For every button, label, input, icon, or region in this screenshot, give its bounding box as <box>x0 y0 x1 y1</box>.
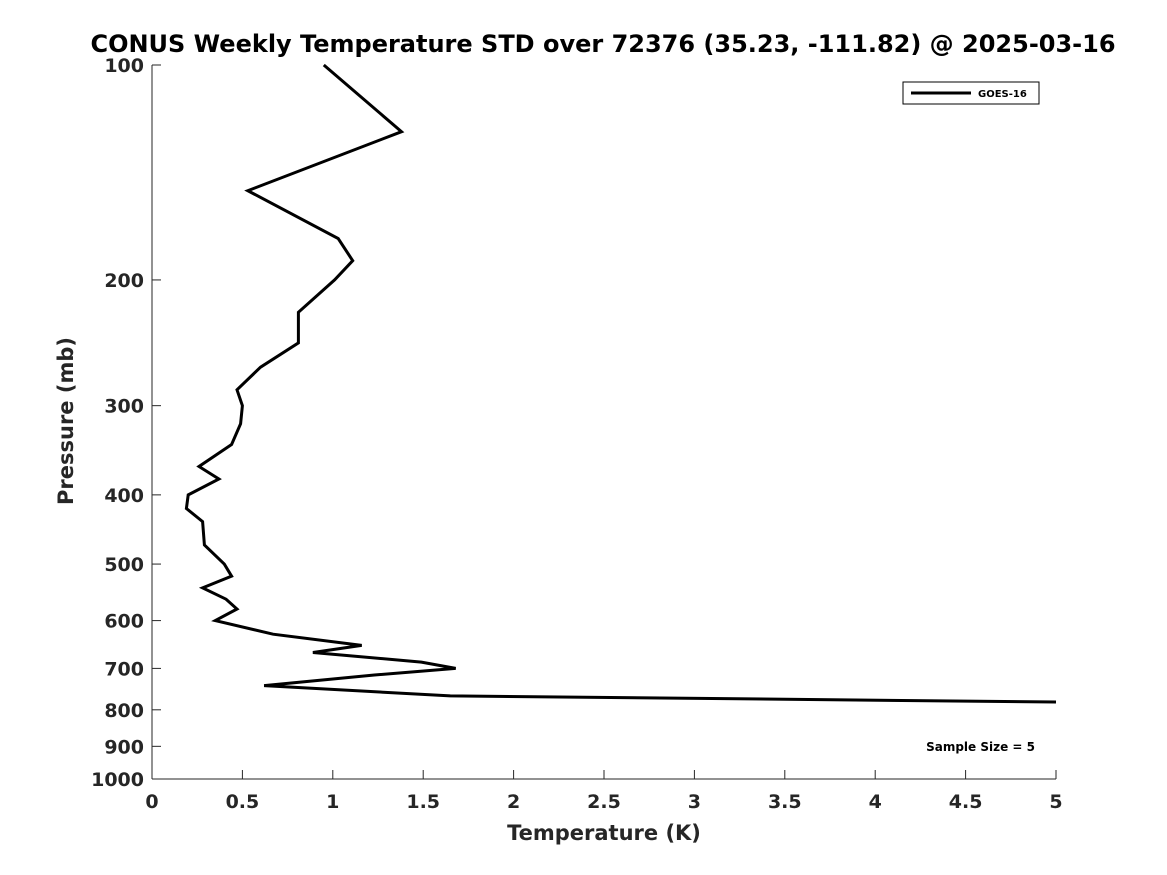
series-line-goes-16 <box>184 63 1057 704</box>
y-tick-label: 400 <box>104 485 144 507</box>
y-tick-label: 100 <box>104 55 144 77</box>
y-axis-ticks: 100 200 300 400 500 600 700 800 900 1000 <box>91 55 161 791</box>
x-tick-label: 2 <box>507 791 520 813</box>
y-tick-label: 500 <box>104 554 144 576</box>
y-tick-label: 900 <box>104 736 144 758</box>
x-axis-label: Temperature (K) <box>507 821 701 845</box>
y-axis-label: Pressure (mb) <box>54 337 78 505</box>
x-tick-label: 3.5 <box>768 791 802 813</box>
chart-title: CONUS Weekly Temperature STD over 72376 … <box>90 30 1115 58</box>
y-tick-label: 600 <box>104 611 144 633</box>
y-tick-label: 1000 <box>91 769 144 791</box>
series-lines <box>184 63 1057 704</box>
x-tick-label: 0.5 <box>226 791 260 813</box>
x-tick-label: 0 <box>145 791 158 813</box>
x-tick-label: 2.5 <box>587 791 621 813</box>
x-tick-label: 3 <box>688 791 701 813</box>
x-axis-ticks: 0 0.5 1 1.5 2 2.5 3 3.5 4 4.5 5 <box>145 770 1063 813</box>
x-tick-label: 4 <box>869 791 882 813</box>
y-tick-label: 800 <box>104 700 144 722</box>
legend-label-goes16: GOES-16 <box>978 89 1027 100</box>
x-tick-label: 5 <box>1049 791 1062 813</box>
y-tick-label: 200 <box>104 270 144 292</box>
y-tick-label: 700 <box>104 658 144 680</box>
x-tick-label: 1.5 <box>406 791 440 813</box>
x-tick-label: 1 <box>326 791 339 813</box>
sample-size-annotation: Sample Size = 5 <box>926 740 1035 754</box>
y-tick-label: 300 <box>104 396 144 418</box>
legend: GOES-16 <box>902 81 1040 105</box>
x-tick-label: 4.5 <box>949 791 983 813</box>
